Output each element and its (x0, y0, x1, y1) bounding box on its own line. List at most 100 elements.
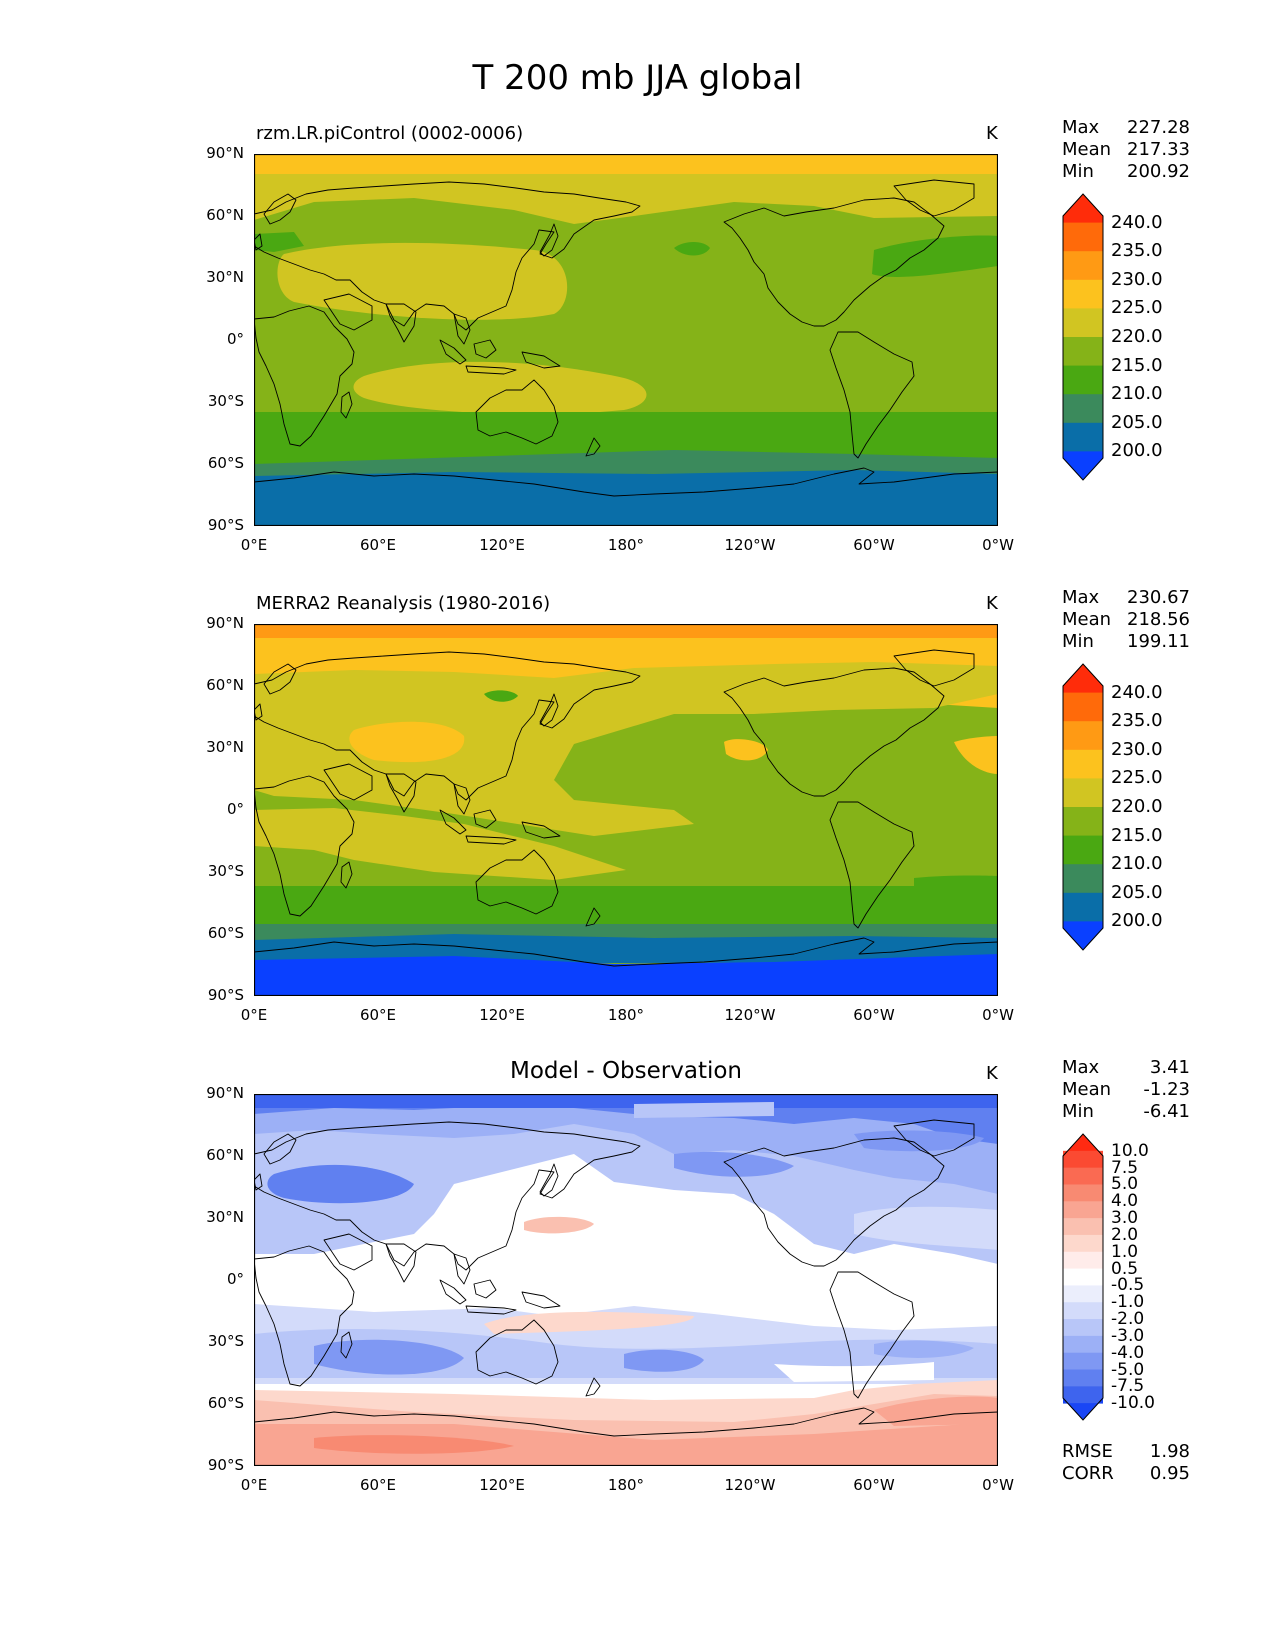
lon-tick-label: 60°E (359, 1476, 397, 1494)
lat-tick-label: 30°N (206, 1208, 244, 1226)
colorbar_diff-colorbar-outline (1062, 1133, 1104, 1421)
colorbar_abs-colorbar-label: 215.0 (1111, 354, 1163, 376)
colorbar_diff-colorbar-label: -3.0 (1111, 1325, 1145, 1346)
colorbar_diff-colorbar-segment (1063, 1319, 1103, 1337)
colorbar_abs-colorbar-label: 200.0 (1111, 440, 1163, 462)
colorbar_abs-colorbar-label: 230.0 (1111, 268, 1163, 290)
map-panel-diff (254, 1094, 998, 1466)
colorbar_diff-colorbar-segment (1063, 1268, 1103, 1286)
colorbar_diff-colorbar-segment (1063, 1386, 1103, 1404)
colorbar_abs-colorbar-label: 225.0 (1111, 297, 1163, 319)
colorbar_abs-colorbar-segment (1063, 921, 1103, 950)
lat-tick-label: 90°S (207, 1456, 244, 1474)
panel-2-title: MERRA2 Reanalysis (1980-2016) (256, 593, 551, 614)
colorbar_abs-colorbar-label: 235.0 (1111, 710, 1163, 732)
colorbar_abs-colorbar-segment (1063, 394, 1103, 424)
lon-tick-label: 0°W (982, 536, 1014, 554)
colorbar_abs-colorbar-segment (1063, 864, 1103, 894)
colorbar_diff-colorbar-segment (1063, 1184, 1103, 1202)
lat-tick-label: 30°S (207, 392, 244, 410)
colorbar_diff-colorbar-segment (1063, 1150, 1103, 1169)
colorbar_abs-colorbar-label: 240.0 (1111, 211, 1163, 233)
mean-label: Mean (1062, 609, 1112, 630)
lon-tick-label: 0°E (240, 1006, 268, 1024)
colorbar_diff-colorbar-segment (1063, 1218, 1103, 1236)
colorbar_abs-colorbar-label: 200.0 (1111, 910, 1163, 932)
colorbar_abs-colorbar-segment (1063, 222, 1103, 252)
min-value: -6.41 (1143, 1101, 1190, 1122)
colorbar_diff-colorbar-label: -2.0 (1111, 1309, 1145, 1330)
panel-1-units: K (986, 123, 998, 144)
colorbar_diff-colorbar-segment (1063, 1134, 1103, 1156)
min-value: 199.11 (1127, 631, 1190, 652)
colorbar_abs-colorbar-segment (1063, 835, 1103, 865)
colorbar_diff-colorbar-label: 1.0 (1111, 1241, 1139, 1262)
panel-1-stats: Max 227.28 Mean 217.33 Min 200.92 (1062, 117, 1190, 183)
map-panel-obs (254, 624, 998, 996)
mean-value: -1.23 (1143, 1079, 1190, 1100)
lat-tick-label: 30°N (206, 268, 244, 286)
colorbar_abs-colorbar-label: 215.0 (1111, 824, 1163, 846)
colorbar_diff-colorbar-segment (1063, 1398, 1103, 1420)
colorbar_diff-colorbar-label: 3.0 (1111, 1208, 1139, 1229)
colorbar_abs-colorbar-segment (1063, 778, 1103, 808)
lat-tick-label: 60°S (207, 924, 244, 942)
colorbar_abs-colorbar-outline (1062, 663, 1104, 951)
colorbar_diff-colorbar-segment (1063, 1201, 1103, 1219)
colorbar_diff-colorbar-segment (1063, 1369, 1103, 1387)
colorbar_diff-colorbar-label: 2.0 (1111, 1224, 1139, 1245)
model-map (254, 154, 998, 526)
lat-tick-label: 30°S (207, 1332, 244, 1350)
lon-tick-label: 120°W (724, 1006, 776, 1024)
panel-3-title: Model - Observation (509, 1058, 743, 1084)
lon-tick-label: 0°E (240, 1476, 268, 1494)
colorbar_abs-colorbar-outline (1062, 193, 1104, 481)
min-label: Min (1062, 631, 1094, 652)
max-label: Max (1062, 1057, 1100, 1078)
colorbar_abs-colorbar-segment (1063, 365, 1103, 395)
colorbar_abs-colorbar-segment (1063, 664, 1103, 694)
lon-tick-label: 120°W (724, 1476, 776, 1494)
lat-tick-label: 90°S (207, 516, 244, 534)
lat-tick-label: 60°N (206, 206, 244, 224)
panel-1-title: rzm.LR.piControl (0002-0006) (256, 123, 524, 144)
colorbar_diff-colorbar-segment (1063, 1285, 1103, 1303)
corr-label: CORR (1062, 1463, 1114, 1484)
colorbar_abs-colorbar-label: 225.0 (1111, 767, 1163, 789)
panel-3-metrics: RMSE 1.98 CORR 0.95 (1062, 1441, 1190, 1485)
colorbar_diff-colorbar-label: -1.0 (1111, 1292, 1145, 1313)
lon-tick-label: 0°W (982, 1476, 1014, 1494)
colorbar_abs-colorbar-label: 205.0 (1111, 411, 1163, 433)
lat-tick-label: 0° (226, 800, 244, 818)
colorbar_diff-colorbar-segment (1063, 1335, 1103, 1354)
colorbar_abs-colorbar-segment (1063, 721, 1103, 751)
colorbar_diff-colorbar-label: -7.5 (1111, 1376, 1145, 1397)
rmse-value: 1.98 (1149, 1441, 1190, 1462)
lon-tick-label: 120°E (479, 536, 525, 554)
colorbar_abs-colorbar-segment (1063, 279, 1103, 309)
lon-tick-label: 60°E (359, 1006, 397, 1024)
max-value: 227.28 (1127, 117, 1190, 138)
mean-label: Mean (1062, 1079, 1112, 1100)
panel-3-units: K (986, 1063, 998, 1084)
lon-tick-label: 0°W (982, 1006, 1014, 1024)
lat-tick-label: 0° (226, 330, 244, 348)
rmse-label: RMSE (1062, 1441, 1113, 1462)
colorbar_abs-colorbar-label: 240.0 (1111, 681, 1163, 703)
lat-tick-label: 60°S (207, 1394, 244, 1412)
colorbar_abs-colorbar-segment (1063, 692, 1103, 722)
colorbar_abs-colorbar-label: 210.0 (1111, 853, 1163, 875)
lon-tick-label: 120°E (479, 1476, 525, 1494)
lat-tick-label: 90°S (207, 986, 244, 1004)
colorbar_abs-colorbar-segment (1063, 749, 1103, 779)
colorbar_abs-colorbar-segment (1063, 892, 1103, 922)
lon-tick-label: 60°W (853, 536, 895, 554)
colorbar_abs-colorbar (1062, 663, 1104, 951)
colorbar_abs-colorbar (1062, 193, 1104, 481)
lon-tick-label: 60°E (359, 536, 397, 554)
colorbar_abs-colorbar-label: 210.0 (1111, 383, 1163, 405)
colorbar_diff-colorbar-label: -10.0 (1111, 1393, 1155, 1414)
colorbar_abs-colorbar-label: 220.0 (1111, 326, 1163, 347)
obs-map (254, 624, 998, 996)
corr-value: 0.95 (1149, 1463, 1190, 1484)
